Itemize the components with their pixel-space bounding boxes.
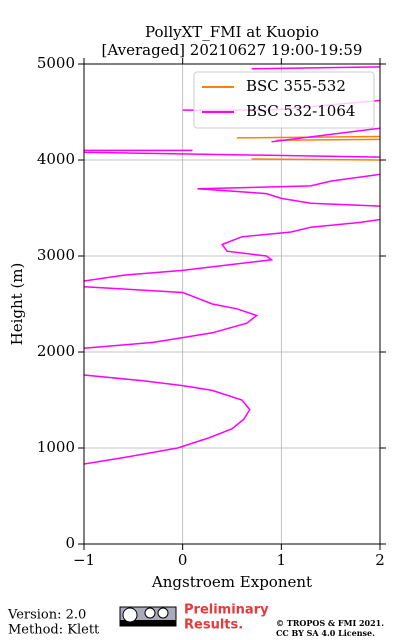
license-note: CC BY SA 4.0 License. xyxy=(276,628,375,638)
legend-label: BSC 355-532 xyxy=(246,77,346,95)
license-note: © TROPOS & FMI 2021. xyxy=(276,618,384,628)
y-tick-label: 1000 xyxy=(37,438,75,456)
y-tick-label: 5000 xyxy=(37,54,75,72)
legend-label: BSC 532-1064 xyxy=(246,102,355,120)
version-note: Version: 2.0 xyxy=(7,608,86,623)
x-tick-label: 1 xyxy=(277,551,287,569)
x-axis-label: Angstroem Exponent xyxy=(151,573,312,591)
x-tick-label: 0 xyxy=(178,551,188,569)
x-tick-label: 2 xyxy=(375,551,385,569)
y-tick-label: 2000 xyxy=(37,342,75,360)
chart-subtitle: [Averaged] 20210627 19:00-19:59 xyxy=(102,41,363,59)
legend-box xyxy=(193,71,375,129)
x-tick-label: −1 xyxy=(73,551,95,569)
y-tick-label: 3000 xyxy=(37,246,75,264)
preliminary-note: Preliminary xyxy=(184,603,269,618)
preliminary-note: Results. xyxy=(184,618,243,633)
method-note: Method: Klett xyxy=(8,623,100,638)
chart-title: PollyXT_FMI at Kuopio xyxy=(145,23,319,41)
y-axis-label: Height (m) xyxy=(8,263,26,346)
y-tick-label: 4000 xyxy=(37,150,75,168)
plot-frame xyxy=(83,63,381,545)
y-tick-label: 0 xyxy=(65,534,75,552)
cc-logo xyxy=(119,606,177,627)
